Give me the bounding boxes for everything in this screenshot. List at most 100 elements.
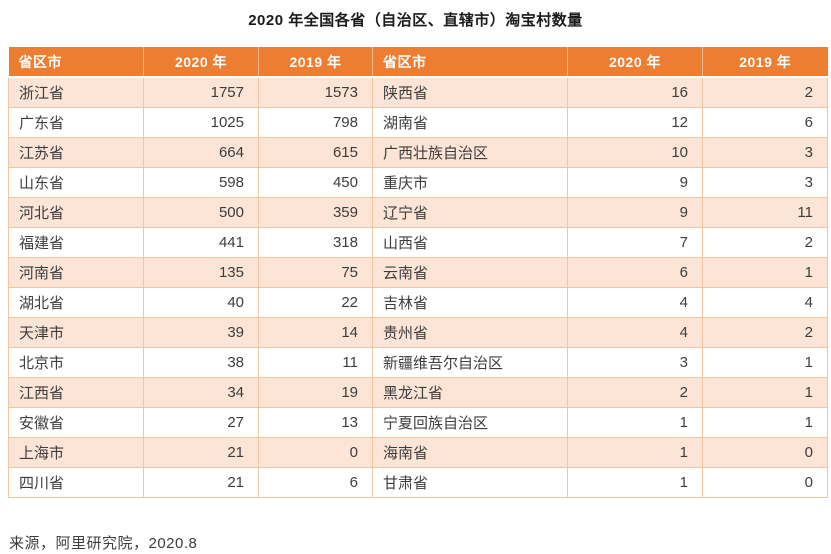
value-cell: 21 xyxy=(143,436,259,468)
value-cell: 0 xyxy=(702,436,828,468)
value-cell: 11 xyxy=(258,346,373,378)
province-cell: 浙江省 xyxy=(8,76,144,108)
value-cell: 6 xyxy=(702,106,828,138)
province-cell: 河北省 xyxy=(8,196,144,228)
province-cell: 上海市 xyxy=(8,436,144,468)
value-cell: 3 xyxy=(702,136,828,168)
value-cell: 1 xyxy=(702,376,828,408)
province-cell: 山东省 xyxy=(8,166,144,198)
value-cell: 615 xyxy=(258,136,373,168)
value-cell: 1 xyxy=(702,346,828,378)
value-cell: 9 xyxy=(567,196,703,228)
value-cell: 75 xyxy=(258,256,373,288)
province-cell: 云南省 xyxy=(372,256,568,288)
value-cell: 664 xyxy=(143,136,259,168)
value-cell: 3 xyxy=(567,346,703,378)
value-cell: 359 xyxy=(258,196,373,228)
table-title: 2020 年全国各省（自治区、直辖市）淘宝村数量 xyxy=(248,12,583,29)
province-cell: 安徽省 xyxy=(8,406,144,438)
column-header-province-left: 省区市 xyxy=(8,47,144,78)
province-cell: 黑龙江省 xyxy=(372,376,568,408)
value-cell: 7 xyxy=(567,226,703,258)
value-cell: 39 xyxy=(143,316,259,348)
value-cell: 3 xyxy=(702,166,828,198)
table-row: 江苏省 664 615 广西壮族自治区 10 3 xyxy=(8,136,828,168)
table-row: 上海市 21 0 海南省 1 0 xyxy=(8,436,828,468)
column-header-2019-right: 2019 年 xyxy=(702,47,828,78)
value-cell: 318 xyxy=(258,226,373,258)
value-cell: 4 xyxy=(567,316,703,348)
table-header: 省区市 2020 年 2019 年 省区市 2020 年 2019 年 xyxy=(8,47,828,78)
value-cell: 34 xyxy=(143,376,259,408)
province-cell: 新疆维吾尔自治区 xyxy=(372,346,568,378)
value-cell: 2 xyxy=(702,76,828,108)
value-cell: 4 xyxy=(702,286,828,318)
value-cell: 1 xyxy=(567,436,703,468)
value-cell: 0 xyxy=(258,436,373,468)
value-cell: 450 xyxy=(258,166,373,198)
column-header-2020-right: 2020 年 xyxy=(567,47,703,78)
table-body: 浙江省 1757 1573 陕西省 16 2 广东省 1025 798 湖南省 12 6 江苏省 664 6… xyxy=(8,76,828,498)
value-cell: 500 xyxy=(143,196,259,228)
province-cell: 四川省 xyxy=(8,466,144,498)
province-cell: 湖南省 xyxy=(372,106,568,138)
province-cell: 海南省 xyxy=(372,436,568,468)
taobao-village-table: 省区市 2020 年 2019 年 省区市 2020 年 2019 年 浙江省 1… xyxy=(8,47,828,498)
value-cell: 1 xyxy=(702,256,828,288)
value-cell: 9 xyxy=(567,166,703,198)
province-cell: 河南省 xyxy=(8,256,144,288)
column-header-province-right: 省区市 xyxy=(372,47,568,78)
province-cell: 甘肃省 xyxy=(372,466,568,498)
value-cell: 1573 xyxy=(258,76,373,108)
table-row: 北京市 38 11 新疆维吾尔自治区 3 1 xyxy=(8,346,828,378)
column-header-2019-left: 2019 年 xyxy=(258,47,373,78)
value-cell: 441 xyxy=(143,226,259,258)
value-cell: 27 xyxy=(143,406,259,438)
value-cell: 135 xyxy=(143,256,259,288)
table-row: 湖北省 40 22 吉林省 4 4 xyxy=(8,286,828,318)
province-cell: 广东省 xyxy=(8,106,144,138)
value-cell: 2 xyxy=(702,226,828,258)
province-cell: 福建省 xyxy=(8,226,144,258)
province-cell: 湖北省 xyxy=(8,286,144,318)
province-cell: 陕西省 xyxy=(372,76,568,108)
value-cell: 19 xyxy=(258,376,373,408)
province-cell: 山西省 xyxy=(372,226,568,258)
value-cell: 22 xyxy=(258,286,373,318)
value-cell: 11 xyxy=(702,196,828,228)
value-cell: 798 xyxy=(258,106,373,138)
value-cell: 13 xyxy=(258,406,373,438)
province-cell: 北京市 xyxy=(8,346,144,378)
value-cell: 2 xyxy=(702,316,828,348)
value-cell: 1 xyxy=(702,406,828,438)
header-row: 省区市 2020 年 2019 年 省区市 2020 年 2019 年 xyxy=(8,47,828,78)
province-cell: 贵州省 xyxy=(372,316,568,348)
province-cell: 江西省 xyxy=(8,376,144,408)
province-cell: 重庆市 xyxy=(372,166,568,198)
value-cell: 0 xyxy=(702,466,828,498)
value-cell: 598 xyxy=(143,166,259,198)
value-cell: 10 xyxy=(567,136,703,168)
value-cell: 4 xyxy=(567,286,703,318)
province-cell: 吉林省 xyxy=(372,286,568,318)
province-cell: 广西壮族自治区 xyxy=(372,136,568,168)
value-cell: 1 xyxy=(567,406,703,438)
value-cell: 1757 xyxy=(143,76,259,108)
value-cell: 1 xyxy=(567,466,703,498)
table-row: 河北省 500 359 辽宁省 9 11 xyxy=(8,196,828,228)
value-cell: 6 xyxy=(258,466,373,498)
value-cell: 6 xyxy=(567,256,703,288)
province-cell: 江苏省 xyxy=(8,136,144,168)
value-cell: 38 xyxy=(143,346,259,378)
table-row: 安徽省 27 13 宁夏回族自治区 1 1 xyxy=(8,406,828,438)
table-row: 广东省 1025 798 湖南省 12 6 xyxy=(8,106,828,138)
value-cell: 12 xyxy=(567,106,703,138)
page: 2020 年全国各省（自治区、直辖市）淘宝村数量 省区市 2020 年 2019… xyxy=(0,9,831,554)
table-row: 山东省 598 450 重庆市 9 3 xyxy=(8,166,828,198)
column-header-2020-left: 2020 年 xyxy=(143,47,259,78)
table-row: 福建省 441 318 山西省 7 2 xyxy=(8,226,828,258)
value-cell: 16 xyxy=(567,76,703,108)
table-row: 天津市 39 14 贵州省 4 2 xyxy=(8,316,828,348)
value-cell: 1025 xyxy=(143,106,259,138)
value-cell: 40 xyxy=(143,286,259,318)
